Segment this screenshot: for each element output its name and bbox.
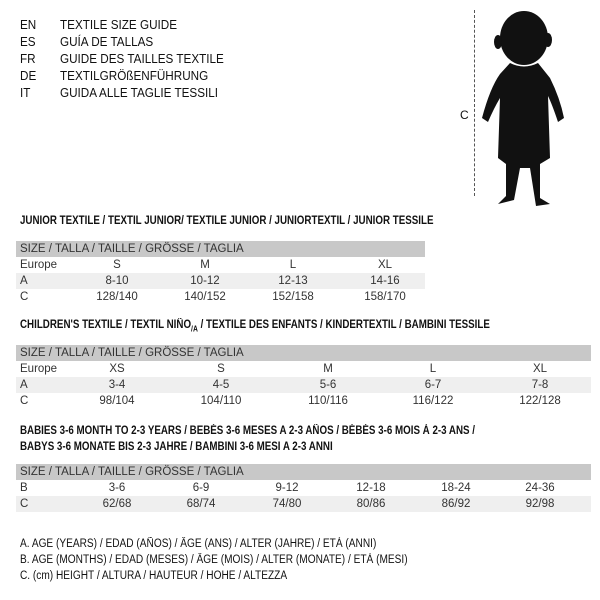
row-label: Europe [20, 259, 58, 271]
row-label: A [20, 275, 28, 287]
row-label: Europe [20, 363, 58, 375]
row-label: C [20, 395, 29, 407]
children-title-sub: /A [191, 324, 198, 334]
row-label: C [20, 291, 29, 303]
row-label: A [20, 379, 28, 391]
table-cell: 6-9 [192, 482, 210, 494]
size-header: SIZE / TALLA / TAILLE / GRÖSSE / TAGLIA [16, 345, 591, 361]
table-cell: 128/140 [96, 291, 138, 303]
table-cell: 86/92 [441, 498, 471, 510]
table-cell: 158/170 [364, 291, 406, 303]
table-cell: L [289, 259, 297, 271]
child-silhouette-icon [482, 11, 564, 206]
table-cell: 116/122 [412, 395, 454, 407]
table-cell: 122/128 [519, 395, 561, 407]
lang-code: IT [20, 85, 31, 100]
table-cell: 12-13 [278, 275, 308, 287]
table-cell: 18-24 [441, 482, 471, 494]
table-cell: 10-12 [190, 275, 220, 287]
table-cell: 68/74 [186, 498, 216, 510]
table-cell: 9-12 [275, 482, 299, 494]
table-cell: 3-6 [108, 482, 126, 494]
table-row: A 8-10 10-12 12-13 14-16 [16, 273, 425, 289]
note: A. AGE (YEARS) / EDAD (AÑOS) / ÂGE (ANS)… [20, 538, 377, 550]
height-measure-line [474, 10, 475, 196]
table-cell: 62/68 [102, 498, 132, 510]
table-cell: 104/110 [200, 395, 242, 407]
table-row: A 3-4 4-5 5-6 6-7 7-8 [16, 377, 591, 393]
table-row: C 128/140 140/152 152/158 158/170 [16, 289, 425, 305]
lang-code: ES [20, 34, 36, 49]
table-cell: 4-5 [212, 379, 230, 391]
table-cell: XL [532, 363, 548, 375]
children-title-main: CHILDREN'S TEXTILE / TEXTIL NIÑO [20, 319, 192, 331]
size-header: SIZE / TALLA / TAILLE / GRÖSSE / TAGLIA [16, 241, 425, 257]
note: B. AGE (MONTHS) / EDAD (MESES) / ÂGE (MO… [20, 554, 408, 566]
row-label: B [20, 482, 28, 494]
table-row: C 98/104 104/110 110/116 116/122 122/128 [16, 393, 591, 409]
table-cell: 8-10 [105, 275, 129, 287]
table-cell: 74/80 [272, 498, 302, 510]
table-cell: 6-7 [424, 379, 442, 391]
table-cell: M [200, 259, 210, 271]
row-label: C [20, 498, 29, 510]
table-cell: 98/104 [99, 395, 135, 407]
table-cell: 12-18 [356, 482, 386, 494]
children-title-rest: / TEXTILE DES ENFANTS / KINDERTEXTIL / B… [197, 319, 490, 331]
junior-size-table: SIZE / TALLA / TAILLE / GRÖSSE / TAGLIA E… [16, 241, 425, 305]
table-cell: 3-4 [108, 379, 126, 391]
table-cell: XS [109, 363, 125, 375]
lang-code: EN [20, 17, 37, 32]
children-size-table: SIZE / TALLA / TAILLE / GRÖSSE / TAGLIA E… [16, 345, 591, 409]
table-cell: 110/116 [308, 395, 348, 407]
lang-code: DE [20, 68, 37, 83]
table-cell: 14-16 [370, 275, 400, 287]
table-row: Europe XS S M L XL [16, 361, 591, 377]
table-cell: 7-8 [531, 379, 549, 391]
table-cell: L [429, 363, 437, 375]
table-cell: 24-36 [525, 482, 555, 494]
size-header: SIZE / TALLA / TAILLE / GRÖSSE / TAGLIA [16, 464, 591, 480]
table-cell: S [113, 259, 121, 271]
table-cell: 140/152 [184, 291, 226, 303]
lang-title: GUIDA ALLE TAGLIE TESSILI [60, 85, 219, 100]
babies-size-table: SIZE / TALLA / TAILLE / GRÖSSE / TAGLIA B… [16, 464, 591, 512]
lang-title: TEXTILGRÖßENFÜHRUNG [60, 68, 209, 83]
babies-title-1: BABIES 3-6 MONTH TO 2-3 YEARS / BEBÉS 3-… [20, 425, 476, 437]
table-cell: M [323, 363, 333, 375]
table-row: C 62/68 68/74 74/80 80/86 86/92 92/98 [16, 496, 591, 512]
height-label: C [460, 108, 469, 122]
babies-title-2: BABYS 3-6 MONATE BIS 2-3 JAHRE / BAMBINI… [20, 441, 333, 453]
children-title: CHILDREN'S TEXTILE / TEXTIL NIÑO/A / TEX… [20, 319, 490, 333]
junior-title: JUNIOR TEXTILE / TEXTIL JUNIOR/ TEXTILE … [20, 215, 434, 227]
table-cell: 80/86 [356, 498, 386, 510]
table-cell: S [217, 363, 225, 375]
lang-code: FR [20, 51, 36, 66]
table-cell: 5-6 [319, 379, 337, 391]
lang-title: TEXTILE SIZE GUIDE [60, 17, 178, 32]
table-cell: XL [377, 259, 393, 271]
table-row: B 3-6 6-9 9-12 12-18 18-24 24-36 [16, 480, 591, 496]
lang-title: GUÍA DE TALLAS [60, 34, 154, 49]
table-row: Europe S M L XL [16, 257, 425, 273]
note: C. (cm) HEIGHT / ALTURA / HAUTEUR / HÖHE… [20, 570, 288, 582]
lang-title: GUIDE DES TAILLES TEXTILE [60, 51, 224, 66]
table-cell: 92/98 [525, 498, 555, 510]
table-cell: 152/158 [272, 291, 314, 303]
